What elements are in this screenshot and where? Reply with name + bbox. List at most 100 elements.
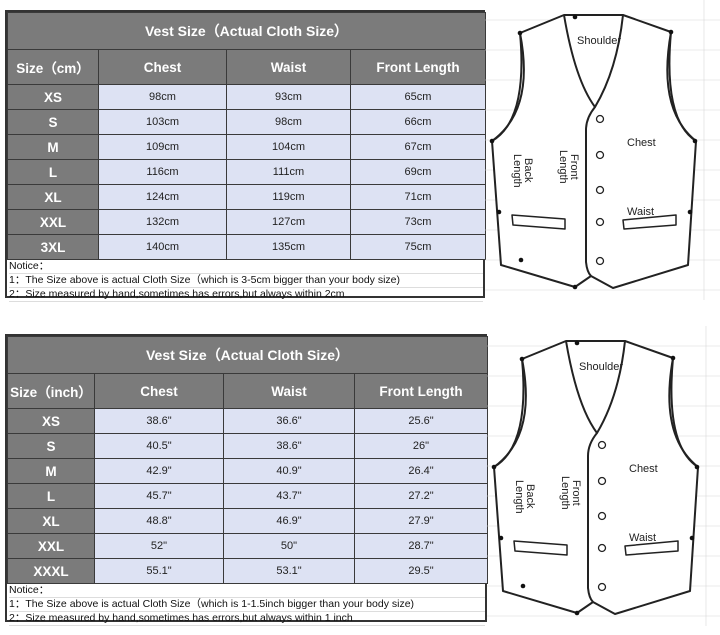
size-label: L xyxy=(7,483,95,509)
size-table-cm: Vest Size（Actual Cloth Size） Size（cm） Ches… xyxy=(5,10,486,302)
notice-line: 2：Size measured by hand,sometimes has er… xyxy=(9,288,483,302)
table-title: Vest Size（Actual Cloth Size） xyxy=(7,12,486,50)
table-row: XXL 132cm 127cm 73cm xyxy=(7,209,486,235)
table-row: S 103cm 98cm 66cm xyxy=(7,109,486,135)
size-value: 46.9" xyxy=(223,508,355,534)
size-value: 119cm xyxy=(226,184,351,210)
size-value: 45.7" xyxy=(94,483,224,509)
column-header: Size（cm） xyxy=(7,49,99,85)
size-value: 98cm xyxy=(98,84,227,110)
size-value: 135cm xyxy=(226,234,351,260)
size-value: 25.6" xyxy=(354,408,488,434)
column-header: Chest xyxy=(94,373,224,409)
notice-line: 1：The Size above is actual Cloth Size（wh… xyxy=(9,274,483,288)
size-label: L xyxy=(7,159,99,185)
size-value: 127cm xyxy=(226,209,351,235)
size-value: 27.2" xyxy=(354,483,488,509)
size-value: 93cm xyxy=(226,84,351,110)
notice: Notice： 1：The Size above is actual Cloth … xyxy=(7,260,483,302)
column-header: Waist xyxy=(226,49,351,85)
table-row: XL 124cm 119cm 71cm xyxy=(7,184,486,210)
table-row: M 109cm 104cm 67cm xyxy=(7,134,486,160)
size-value: 132cm xyxy=(98,209,227,235)
size-value: 29.5" xyxy=(354,558,488,584)
table-row: XXXL 55.1" 53.1" 29.5" xyxy=(7,558,488,584)
size-label: S xyxy=(7,433,95,459)
size-value: 48.8" xyxy=(94,508,224,534)
size-value: 40.9" xyxy=(223,458,355,484)
svg-text:BackLength: BackLength xyxy=(511,154,534,188)
chest-label: Chest xyxy=(629,463,658,475)
waist-label: Waist xyxy=(627,206,654,218)
size-value: 55.1" xyxy=(94,558,224,584)
table-row: M 42.9" 40.9" 26.4" xyxy=(7,458,488,484)
table-row: 3XL 140cm 135cm 75cm xyxy=(7,234,486,260)
vest-diagram: Shoulder Chest Waist BackLength FrontLen… xyxy=(487,326,720,626)
notice-line: 1：The Size above is actual Cloth Size（wh… xyxy=(9,598,485,612)
size-value: 71cm xyxy=(350,184,486,210)
column-header: Chest xyxy=(98,49,227,85)
size-value: 124cm xyxy=(98,184,227,210)
svg-text:FrontLength: FrontLength xyxy=(559,476,582,510)
svg-text:BackLength: BackLength xyxy=(513,480,536,514)
size-value: 69cm xyxy=(350,159,486,185)
size-value: 66cm xyxy=(350,109,486,135)
table-row: XS 38.6" 36.6" 25.6" xyxy=(7,408,488,434)
size-label: XXL xyxy=(7,209,99,235)
size-value: 98cm xyxy=(226,109,351,135)
shoulder-label: Shoulder xyxy=(579,361,623,373)
size-value: 104cm xyxy=(226,134,351,160)
size-value: 28.7" xyxy=(354,533,488,559)
notice-line: 2：Size measured by hand,sometimes has er… xyxy=(9,612,485,626)
size-value: 103cm xyxy=(98,109,227,135)
size-value: 26.4" xyxy=(354,458,488,484)
size-value: 73cm xyxy=(350,209,486,235)
chest-label: Chest xyxy=(627,137,656,149)
table-row: XXL 52" 50" 28.7" xyxy=(7,533,488,559)
size-value: 38.6" xyxy=(94,408,224,434)
column-header: Front Length xyxy=(350,49,486,85)
size-value: 111cm xyxy=(226,159,351,185)
size-value: 116cm xyxy=(98,159,227,185)
size-label: XS xyxy=(7,84,99,110)
size-value: 36.6" xyxy=(223,408,355,434)
size-value: 52" xyxy=(94,533,224,559)
table-title: Vest Size（Actual Cloth Size） xyxy=(7,336,488,374)
notice: Notice： 1：The Size above is actual Cloth … xyxy=(7,584,485,626)
notice-line: Notice： xyxy=(9,584,485,598)
size-label: XXXL xyxy=(7,558,95,584)
size-value: 42.9" xyxy=(94,458,224,484)
size-value: 27.9" xyxy=(354,508,488,534)
column-header: Front Length xyxy=(354,373,488,409)
size-value: 50" xyxy=(223,533,355,559)
table-row: L 45.7" 43.7" 27.2" xyxy=(7,483,488,509)
size-value: 65cm xyxy=(350,84,486,110)
size-label: XL xyxy=(7,508,95,534)
size-value: 53.1" xyxy=(223,558,355,584)
size-value: 75cm xyxy=(350,234,486,260)
size-label: M xyxy=(7,458,95,484)
svg-text:FrontLength: FrontLength xyxy=(557,150,580,184)
size-value: 26" xyxy=(354,433,488,459)
table-row: S 40.5" 38.6" 26" xyxy=(7,433,488,459)
table-row: XS 98cm 93cm 65cm xyxy=(7,84,486,110)
size-label: XL xyxy=(7,184,99,210)
size-value: 140cm xyxy=(98,234,227,260)
table-row: XL 48.8" 46.9" 27.9" xyxy=(7,508,488,534)
size-label: S xyxy=(7,109,99,135)
size-value: 43.7" xyxy=(223,483,355,509)
waist-label: Waist xyxy=(629,532,656,544)
size-label: XXL xyxy=(7,533,95,559)
size-label: XS xyxy=(7,408,95,434)
size-value: 109cm xyxy=(98,134,227,160)
column-header: Size（inch） xyxy=(7,373,95,409)
size-label: M xyxy=(7,134,99,160)
size-value: 67cm xyxy=(350,134,486,160)
vest-diagram: Shoulder Chest Waist BackLength FrontLen… xyxy=(485,0,720,300)
size-label: 3XL xyxy=(7,234,99,260)
shoulder-label: Shoulder xyxy=(577,35,621,47)
size-table-inch: Vest Size（Actual Cloth Size） Size（inch） Ch… xyxy=(5,334,488,626)
table-row: L 116cm 111cm 69cm xyxy=(7,159,486,185)
column-header: Waist xyxy=(223,373,355,409)
size-value: 38.6" xyxy=(223,433,355,459)
